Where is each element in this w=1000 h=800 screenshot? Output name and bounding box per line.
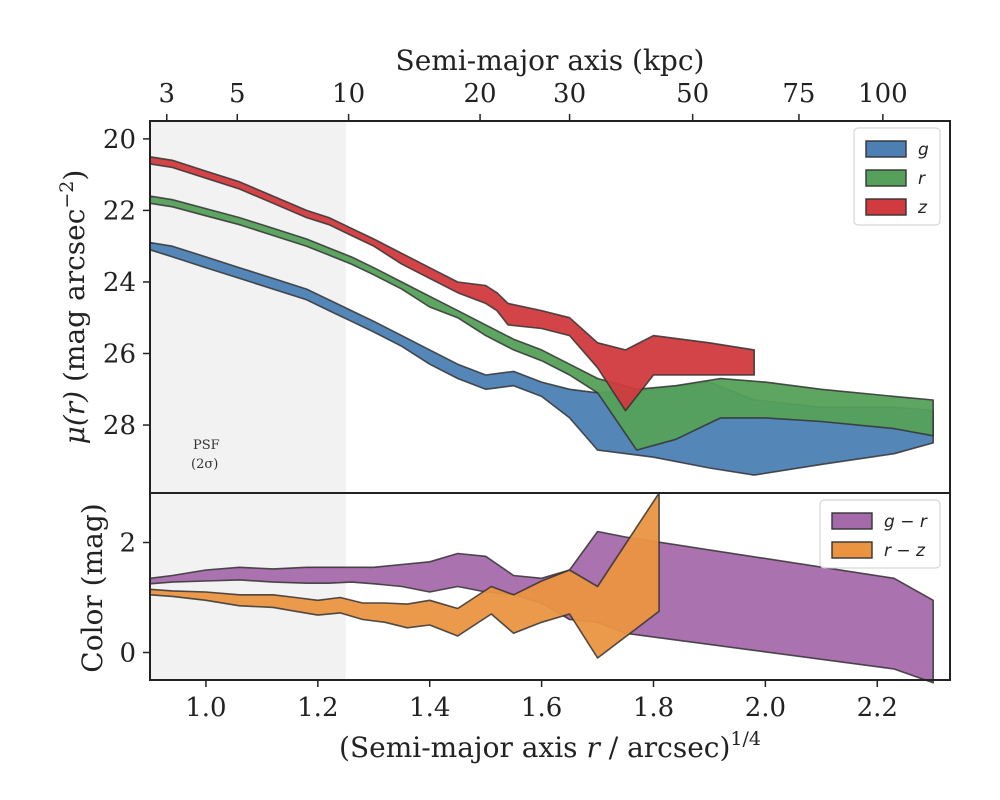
sb-band-r: [149, 195, 934, 451]
color-series-group: [149, 492, 934, 684]
color-ylabel: Color (mag): [76, 503, 109, 672]
color-ytick-label: 2: [119, 529, 136, 559]
color-legend-label: g − r: [884, 512, 928, 532]
top-tick-label: 10: [332, 79, 365, 109]
xtick-label: 1.4: [409, 693, 450, 723]
top-tick-label: 100: [858, 79, 908, 109]
color-legend-label: r − z: [884, 541, 926, 561]
color-legend-swatch: [831, 541, 873, 559]
sb-legend-label: z: [917, 198, 928, 218]
top-tick-label: 30: [553, 79, 586, 109]
sb-ytick-label: 28: [103, 411, 136, 441]
psf-shade-top: [150, 121, 346, 493]
xtick-label: 1.0: [185, 693, 226, 723]
color-band-r-z: [149, 492, 660, 659]
color-band-g-r: [149, 530, 934, 684]
color-panel-frame: [149, 492, 951, 681]
sb-ytick-label: 20: [103, 125, 136, 155]
sb-legend-swatch: [865, 198, 907, 216]
axis-ticks: 1.0 1.2 1.4 1.6 1.8 2.0 2.23 5 10 20 30 50 75 1002022…: [103, 79, 908, 723]
top-tick-label: 5: [229, 79, 246, 109]
sb-ylabel: μ(r) (mag arcsec−2): [56, 170, 91, 445]
xtick-label: 2.2: [857, 693, 898, 723]
xtick-label: 1.6: [521, 693, 562, 723]
sb-legend: grz: [853, 127, 941, 226]
sb-series-group: [149, 156, 934, 476]
color-legend-swatch: [831, 512, 873, 530]
xtick-label: 1.2: [297, 693, 338, 723]
color-ytick-label: 0: [119, 639, 136, 669]
bottom-xlabel: (Semi-major axis r / arcsec)1/4: [339, 728, 761, 764]
sb-band-z: [149, 156, 755, 412]
sb-ytick-label: 26: [103, 340, 136, 370]
sb-legend-swatch: [865, 169, 907, 187]
psf-label-line2: (2σ): [191, 457, 218, 472]
xtick-label: 2.0: [745, 693, 786, 723]
psf-shade-bottom: [150, 493, 346, 680]
sb-legend-label: g: [918, 140, 929, 160]
sb-legend-swatch: [865, 140, 907, 158]
sb-ytick-label: 24: [103, 268, 136, 298]
sb-legend-label: r: [918, 169, 926, 189]
xtick-label: 1.8: [633, 693, 674, 723]
top-tick-label: 50: [676, 79, 709, 109]
top-axis-title: Semi-major axis (kpc): [396, 44, 705, 77]
top-tick-label: 20: [464, 79, 497, 109]
top-tick-label: 75: [782, 79, 815, 109]
psf-label-line1: PSF: [193, 438, 220, 453]
sb-ytick-label: 22: [103, 196, 136, 226]
color-legend: g − r r − z: [819, 499, 941, 569]
top-tick-label: 3: [159, 79, 176, 109]
